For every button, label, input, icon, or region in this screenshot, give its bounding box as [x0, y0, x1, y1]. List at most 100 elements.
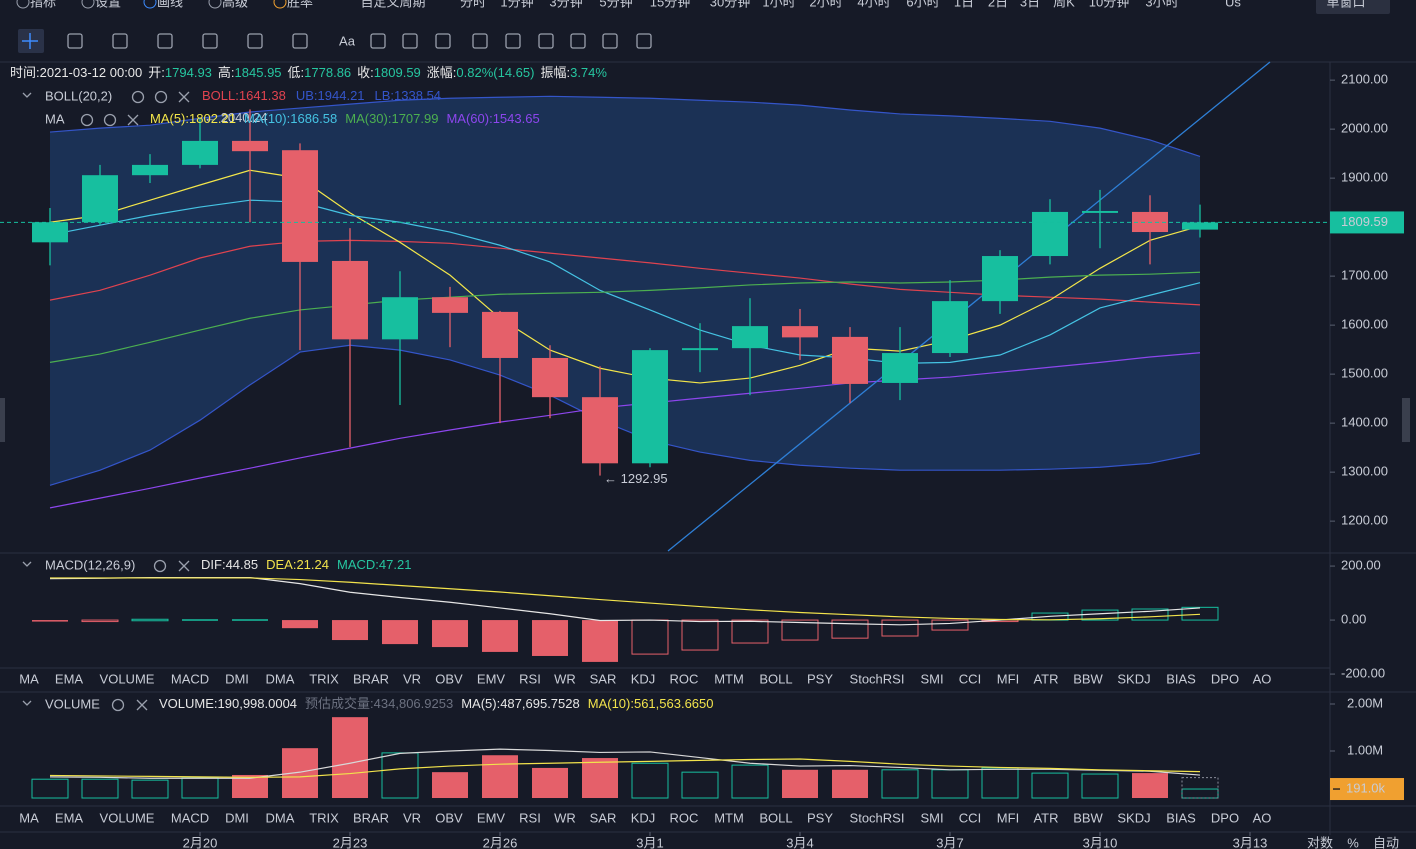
indicator-tab[interactable]: BOLL — [759, 671, 792, 686]
indicator-tab[interactable]: BIAS — [1166, 810, 1196, 825]
period-button[interactable]: 30分钟 — [710, 0, 750, 9]
indicator-tab[interactable]: MA — [19, 810, 39, 825]
indicator-tab[interactable]: EMV — [477, 671, 506, 686]
indicator-tab[interactable]: MTM — [714, 671, 744, 686]
tool-icon[interactable] — [402, 33, 418, 49]
tool-icon[interactable] — [67, 33, 83, 49]
indicator-tab[interactable]: StochRSI — [850, 810, 905, 825]
period-button[interactable]: 2小时 — [809, 0, 842, 9]
indicator-tab[interactable]: VR — [403, 671, 421, 686]
period-button[interactable]: 5分钟 — [599, 0, 632, 9]
close-icon[interactable] — [127, 114, 139, 126]
indicator-tab[interactable]: PSY — [807, 810, 833, 825]
indicator-tab[interactable]: EMV — [477, 810, 506, 825]
tool-icon[interactable] — [538, 33, 554, 49]
collapse-icon[interactable] — [22, 92, 32, 98]
tool-icon[interactable] — [22, 33, 38, 49]
tool-icon[interactable] — [636, 33, 652, 49]
indicator-tab[interactable]: MTM — [714, 810, 744, 825]
period-button[interactable]: 3小时 — [1145, 0, 1178, 9]
tool-icon[interactable] — [505, 33, 521, 49]
indicator-tab[interactable]: TRIX — [309, 671, 339, 686]
tool-icon[interactable] — [202, 33, 218, 49]
close-icon[interactable] — [178, 91, 190, 103]
indicator-tab[interactable]: VOLUME — [100, 810, 155, 825]
indicator-tab[interactable]: VR — [403, 810, 421, 825]
window-button[interactable]: 单窗口 — [1326, 0, 1365, 9]
indicator-tab[interactable]: ROC — [670, 810, 699, 825]
tool-icon[interactable] — [157, 33, 173, 49]
period-button[interactable]: 分时 — [460, 0, 486, 9]
tool-icon[interactable] — [292, 33, 308, 49]
settings-icon[interactable] — [154, 90, 168, 104]
indicator-tab[interactable]: EMA — [55, 671, 84, 686]
indicator-tab[interactable]: SKDJ — [1117, 671, 1150, 686]
indicator-tab[interactable]: WR — [554, 671, 576, 686]
toolbar-item[interactable]: 指标 — [30, 0, 56, 9]
period-button[interactable]: 1小时 — [762, 0, 795, 9]
indicator-tab[interactable]: OBV — [435, 671, 463, 686]
close-icon[interactable] — [136, 699, 148, 711]
visibility-icon[interactable] — [131, 90, 145, 104]
toolbar-item[interactable]: 高级 — [222, 0, 248, 9]
indicator-tab[interactable]: BBW — [1073, 810, 1103, 825]
indicator-tab[interactable]: MFI — [997, 810, 1019, 825]
indicator-tab[interactable]: DMI — [225, 810, 249, 825]
indicator-tab[interactable]: SMI — [920, 810, 943, 825]
indicator-tab[interactable]: TRIX — [309, 810, 339, 825]
period-button[interactable]: 10分钟 — [1089, 0, 1129, 9]
period-button[interactable]: 3日 — [1020, 0, 1040, 9]
tool-icon[interactable] — [435, 33, 451, 49]
tool-icon[interactable] — [370, 33, 386, 49]
indicator-tab[interactable]: ROC — [670, 671, 699, 686]
collapse-icon[interactable] — [22, 561, 32, 567]
indicator-tab[interactable]: BBW — [1073, 671, 1103, 686]
tool-icon[interactable] — [112, 33, 128, 49]
settings-icon[interactable] — [111, 698, 125, 712]
visibility-icon[interactable] — [80, 113, 94, 127]
indicator-tab[interactable]: BRAR — [353, 810, 389, 825]
indicator-tab[interactable]: StochRSI — [850, 671, 905, 686]
tool-icon[interactable] — [247, 33, 263, 49]
right-handle[interactable] — [1402, 398, 1410, 442]
indicator-tab[interactable]: DPO — [1211, 671, 1239, 686]
period-button[interactable]: 6小时 — [906, 0, 939, 9]
indicator-tab[interactable]: DPO — [1211, 810, 1239, 825]
indicator-tab[interactable]: BOLL — [759, 810, 792, 825]
indicator-tab[interactable]: RSI — [519, 810, 541, 825]
collapse-icon[interactable] — [22, 700, 32, 706]
period-button[interactable]: 15分钟 — [650, 0, 690, 9]
indicator-tab[interactable]: MFI — [997, 671, 1019, 686]
indicator-tab[interactable]: PSY — [807, 671, 833, 686]
indicator-tab[interactable]: SKDJ — [1117, 810, 1150, 825]
indicator-tab[interactable]: BIAS — [1166, 671, 1196, 686]
indicator-tab[interactable]: DMA — [266, 671, 295, 686]
indicator-tab[interactable]: OBV — [435, 810, 463, 825]
indicator-tab[interactable]: VOLUME — [100, 671, 155, 686]
text-tool[interactable]: Aa — [339, 33, 356, 48]
indicator-tab[interactable]: ATR — [1033, 671, 1058, 686]
indicator-tab[interactable]: DMA — [266, 810, 295, 825]
indicator-tab[interactable]: EMA — [55, 810, 84, 825]
scale-option[interactable]: % — [1347, 835, 1359, 849]
tool-icon[interactable] — [602, 33, 618, 49]
tool-icon[interactable] — [472, 33, 488, 49]
period-button[interactable]: 2日 — [988, 0, 1008, 9]
settings-icon[interactable] — [103, 113, 117, 127]
indicator-tab[interactable]: MACD — [171, 671, 209, 686]
scale-option[interactable]: 自动 — [1373, 835, 1399, 849]
indicator-tab[interactable]: ATR — [1033, 810, 1058, 825]
timezone[interactable]: Us — [1225, 0, 1241, 9]
indicator-tab[interactable]: SAR — [590, 810, 617, 825]
period-button[interactable]: 4小时 — [857, 0, 890, 9]
indicator-tab[interactable]: MACD — [171, 810, 209, 825]
left-handle[interactable] — [0, 398, 5, 442]
period-button[interactable]: 1分钟 — [500, 0, 533, 9]
indicator-tab[interactable]: AO — [1253, 671, 1272, 686]
close-icon[interactable] — [178, 560, 190, 572]
toolbar-item[interactable]: 设置 — [95, 0, 121, 9]
indicator-tab[interactable]: CCI — [959, 671, 981, 686]
tool-icon[interactable] — [570, 33, 586, 49]
settings-icon[interactable] — [153, 559, 167, 573]
indicator-tab[interactable]: KDJ — [631, 810, 656, 825]
